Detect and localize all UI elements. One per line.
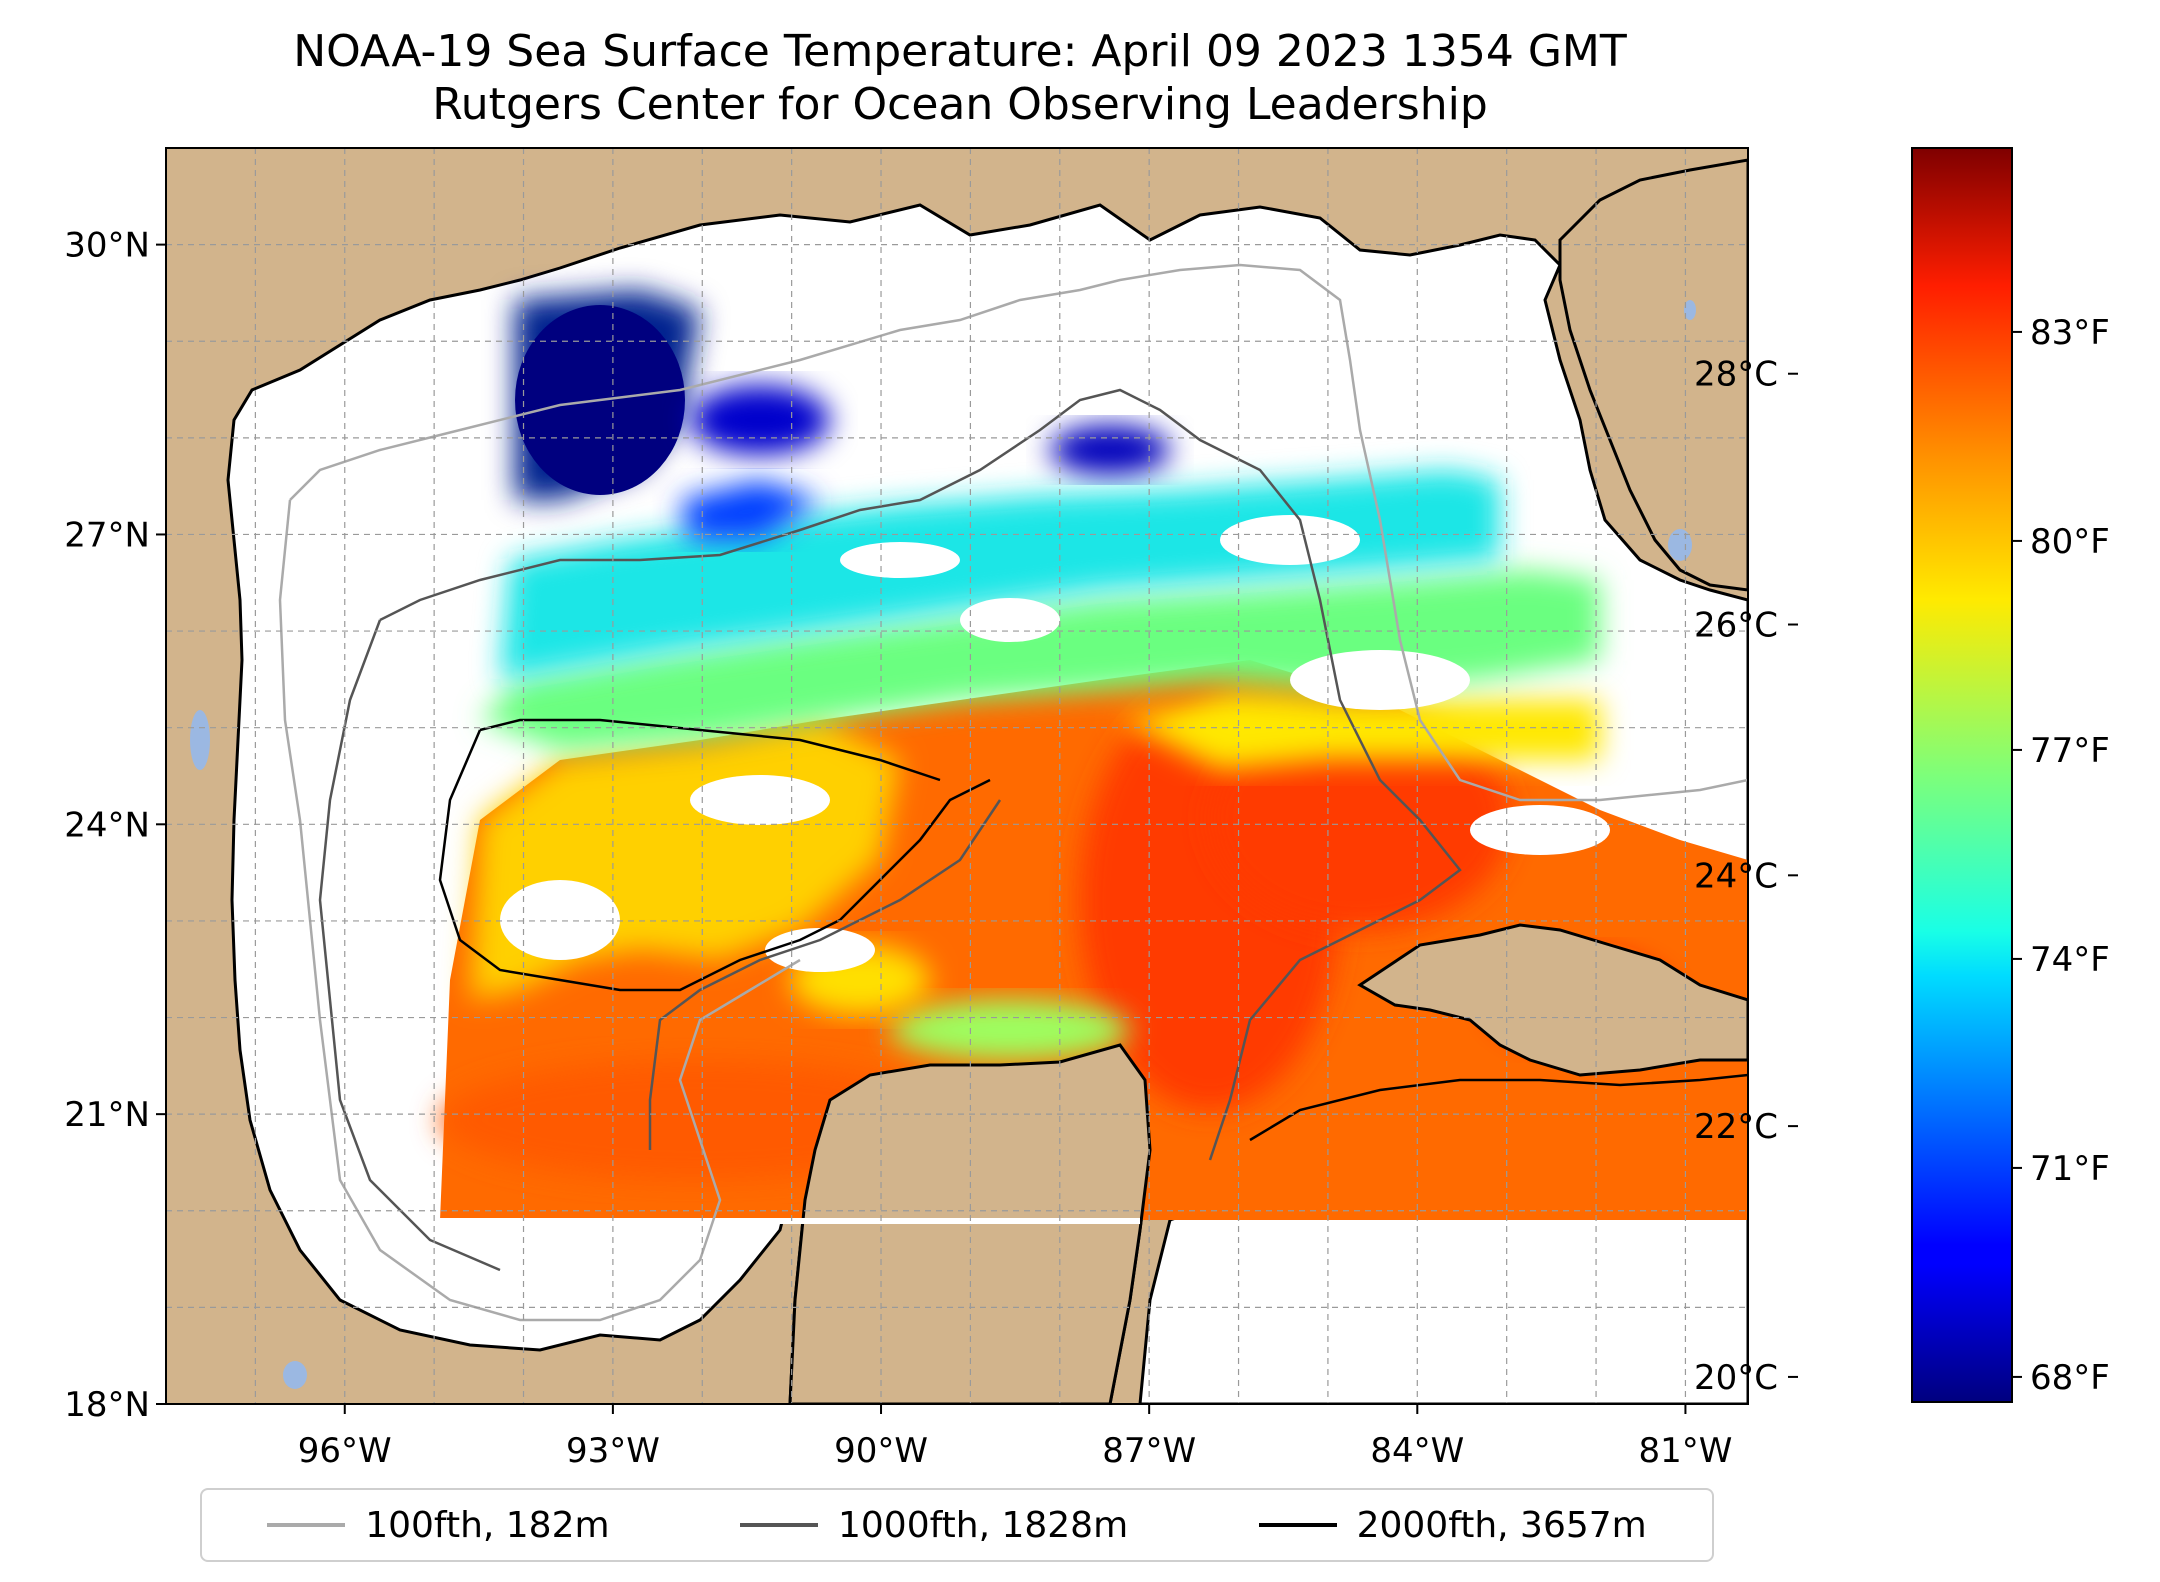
legend-label: 2000fth, 3657m xyxy=(1356,1504,1647,1546)
latitude-axis: 30°N 27°N 24°N 21°N 18°N xyxy=(64,226,166,1425)
bathymetry-contours xyxy=(278,263,1748,1322)
lake xyxy=(283,1361,307,1389)
colorbar xyxy=(1911,147,2013,1403)
celsius-tick-label: 26°C xyxy=(1694,606,1778,646)
map-frame xyxy=(165,147,1749,1405)
colorbar-fahrenheit-axis: 68°F 71°F 74°F 77°F 80°F 83°F xyxy=(2012,313,2110,1398)
chart-title: NOAA-19 Sea Surface Temperature: April 0… xyxy=(293,26,1627,77)
lake xyxy=(1668,529,1692,561)
fahrenheit-tick-label: 74°F xyxy=(2030,940,2110,980)
chart-subtitle: Rutgers Center for Ocean Observing Leade… xyxy=(432,79,1488,130)
lon-tick-label: 87°W xyxy=(1102,1431,1196,1471)
legend-item-2000fth: 2000fth, 3657m xyxy=(1258,1504,1647,1546)
lake xyxy=(190,710,210,770)
fahrenheit-tick-label: 77°F xyxy=(2030,731,2110,771)
lat-tick-label: 21°N xyxy=(64,1095,150,1135)
lat-tick-label: 30°N xyxy=(64,226,150,266)
longitude-axis: 96°W 93°W 90°W 87°W 84°W 81°W xyxy=(298,1404,1732,1471)
contour-2000fth xyxy=(438,718,1748,1142)
map-gridlines xyxy=(166,148,1748,1404)
celsius-tick-label: 22°C xyxy=(1694,1107,1778,1147)
legend-line-swatch xyxy=(739,1523,818,1527)
lat-tick-label: 18°N xyxy=(64,1385,150,1425)
lon-tick-label: 90°W xyxy=(834,1431,928,1471)
fahrenheit-tick-label: 83°F xyxy=(2030,313,2110,353)
lat-tick-label: 27°N xyxy=(64,515,150,555)
lon-tick-label: 93°W xyxy=(566,1431,660,1471)
celsius-tick-label: 24°C xyxy=(1694,856,1778,896)
lat-tick-label: 24°N xyxy=(64,805,150,845)
lon-tick-label: 96°W xyxy=(298,1431,392,1471)
celsius-tick-label: 20°C xyxy=(1694,1358,1778,1398)
fahrenheit-tick-label: 71°F xyxy=(2030,1149,2110,1189)
colorbar-celsius-axis: 20°C 22°C 24°C 26°C 28°C xyxy=(1694,355,1798,1398)
sst-data-layer xyxy=(440,290,1748,1220)
contour-100fth xyxy=(278,263,1748,1322)
florida-land xyxy=(1558,158,1748,592)
bathymetry-legend: 100fth, 182m 1000fth, 1828m 2000fth, 365… xyxy=(200,1488,1714,1562)
celsius-tick-label: 28°C xyxy=(1694,355,1778,395)
legend-label: 1000fth, 1828m xyxy=(837,1504,1129,1546)
fahrenheit-tick-label: 80°F xyxy=(2030,522,2110,562)
lon-tick-label: 81°W xyxy=(1638,1431,1732,1471)
legend-line-swatch xyxy=(1258,1523,1337,1527)
lon-tick-label: 84°W xyxy=(1370,1431,1464,1471)
legend-label: 100fth, 182m xyxy=(365,1504,610,1546)
contour-1000fth xyxy=(318,388,1462,1272)
legend-item-1000fth: 1000fth, 1828m xyxy=(739,1504,1129,1546)
lake xyxy=(1684,300,1696,320)
legend-item-100fth: 100fth, 182m xyxy=(267,1504,610,1546)
legend-line-swatch xyxy=(267,1523,346,1527)
fahrenheit-tick-label: 68°F xyxy=(2030,1358,2110,1398)
